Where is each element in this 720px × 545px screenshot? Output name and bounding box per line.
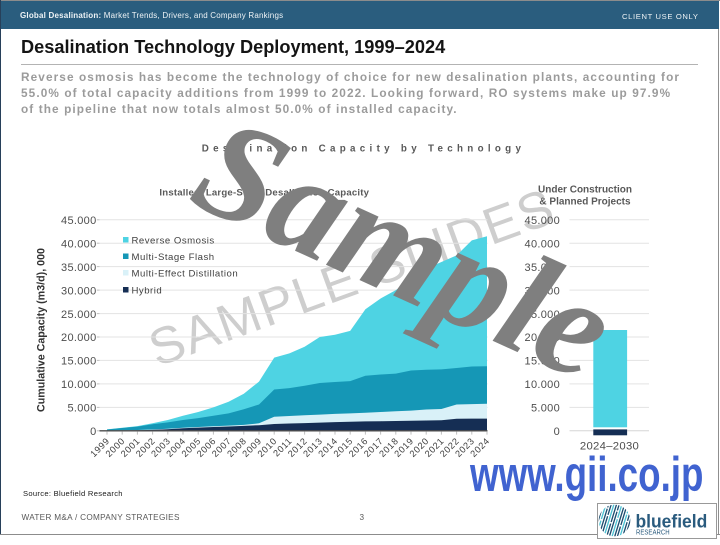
svg-text:30.000: 30.000 — [525, 285, 560, 297]
svg-text:Reverse Osmosis: Reverse Osmosis — [132, 236, 215, 247]
svg-text:0: 0 — [90, 426, 96, 438]
svg-text:Desalination Capacity by Techn: Desalination Capacity by Technology — [202, 143, 525, 154]
svg-text:RESEARCH: RESEARCH — [636, 530, 670, 537]
svg-text:5.000: 5.000 — [531, 403, 560, 415]
svg-text:10.000: 10.000 — [525, 379, 560, 391]
svg-text:40.000: 40.000 — [61, 238, 96, 250]
svg-text:Installed, Large-Scale Desalin: Installed, Large-Scale Desalination Capa… — [159, 188, 369, 199]
svg-text:45.000: 45.000 — [525, 215, 560, 227]
svg-text:25.000: 25.000 — [61, 309, 96, 321]
svg-text:35.000: 35.000 — [61, 262, 96, 274]
svg-text:Cumulative Capacity (m3/d), 00: Cumulative Capacity (m3/d), 000 — [36, 248, 48, 412]
svg-text:2024–2030: 2024–2030 — [580, 440, 639, 452]
svg-text:15.000: 15.000 — [525, 356, 560, 368]
svg-text:& Planned Projects: & Planned Projects — [539, 196, 631, 207]
svg-text:40.000: 40.000 — [525, 238, 560, 250]
svg-text:10.000: 10.000 — [61, 379, 96, 391]
svg-text:20.000: 20.000 — [525, 332, 560, 344]
svg-text:20.000: 20.000 — [61, 332, 96, 344]
svg-text:15.000: 15.000 — [61, 356, 96, 368]
svg-text:45.000: 45.000 — [61, 215, 96, 227]
svg-text:Hybrid: Hybrid — [132, 286, 163, 297]
svg-text:35.000: 35.000 — [525, 262, 560, 274]
svg-text:0: 0 — [554, 426, 560, 438]
svg-text:Multi-Effect Distillation: Multi-Effect Distillation — [132, 269, 239, 280]
svg-text:30.000: 30.000 — [61, 285, 96, 297]
svg-text:Multi-Stage Flash: Multi-Stage Flash — [132, 252, 215, 263]
svg-text:Under Construction: Under Construction — [538, 185, 632, 196]
svg-text:25.000: 25.000 — [525, 309, 560, 321]
svg-text:bluefield: bluefield — [635, 512, 707, 532]
svg-text:5.000: 5.000 — [67, 403, 96, 415]
